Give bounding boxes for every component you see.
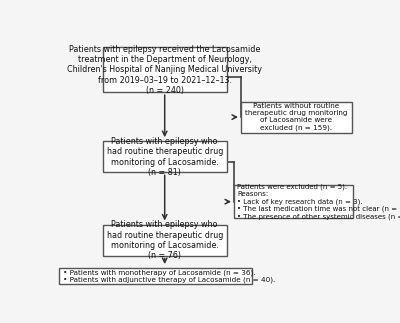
FancyBboxPatch shape: [234, 185, 353, 218]
Text: • Patients with monotherapy of Lacosamide (n = 36).
• Patients with adjunctive t: • Patients with monotherapy of Lacosamid…: [63, 269, 275, 283]
Text: Patients were excluded (n = 5).
Reasons:
• Lack of key research data (n = 3).
• : Patients were excluded (n = 5). Reasons:…: [237, 184, 400, 220]
Text: Patients without routine
therapeutic drug monitoring
of Lacosamide were
excluded: Patients without routine therapeutic dru…: [245, 103, 348, 131]
FancyBboxPatch shape: [103, 141, 227, 172]
Text: Patients with epilepsy received the Lacosamide
treatment in the Department of Ne: Patients with epilepsy received the Laco…: [67, 45, 262, 95]
FancyBboxPatch shape: [103, 47, 227, 92]
Text: Patients with epilepsy who
had routine therapeutic drug
monitoring of Lacosamide: Patients with epilepsy who had routine t…: [106, 137, 223, 177]
Text: Patients with epilepsy who
had routine therapeutic drug
monitoring of Lacosamide: Patients with epilepsy who had routine t…: [106, 220, 223, 260]
FancyBboxPatch shape: [241, 101, 352, 133]
FancyBboxPatch shape: [103, 225, 227, 256]
FancyBboxPatch shape: [59, 268, 252, 284]
